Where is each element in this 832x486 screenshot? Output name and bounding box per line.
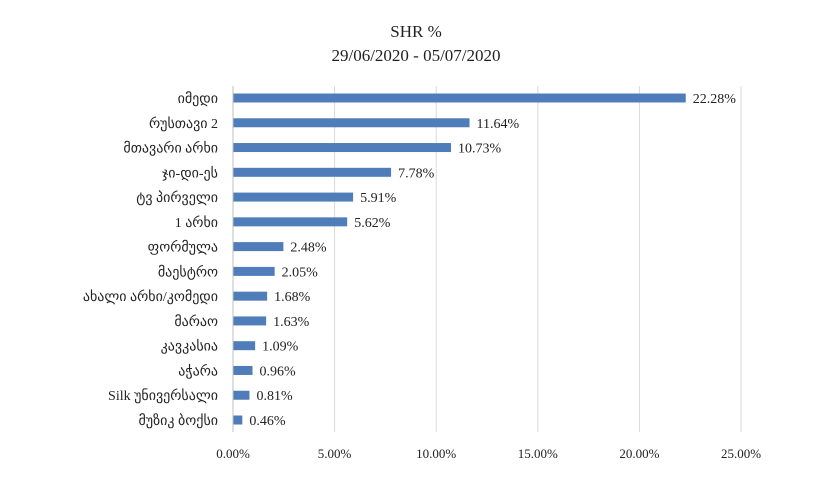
category-label: მუზიკ ბოქსი — [138, 413, 218, 429]
bar — [233, 341, 256, 351]
data-label: 10.73% — [458, 142, 502, 157]
category-label: მარაო — [174, 314, 218, 330]
bar — [233, 316, 267, 326]
bar — [233, 365, 253, 375]
bar — [233, 192, 354, 202]
data-label: 11.64% — [477, 117, 520, 132]
x-tick-label: 15.00% — [518, 446, 558, 461]
data-label: 5.91% — [360, 191, 397, 206]
data-label: 1.63% — [273, 315, 310, 330]
data-label: 2.48% — [290, 241, 327, 256]
bar — [233, 242, 284, 252]
bar — [233, 217, 348, 227]
chart-area — [60, 0, 772, 476]
category-label: ჯი-დი-ეს — [162, 165, 218, 181]
bar — [233, 143, 452, 153]
data-label: 0.46% — [249, 414, 286, 429]
category-label: Silk უნივერსალი — [108, 388, 218, 404]
x-tick-label: 25.00% — [721, 446, 761, 461]
category-label: იმედი — [178, 91, 218, 107]
category-label: კავკასია — [161, 339, 218, 355]
category-label: ტვ პირველი — [136, 190, 218, 206]
category-label: 1 არხი — [175, 215, 218, 231]
bar — [233, 93, 686, 103]
category-label: მაესტრო — [158, 264, 218, 280]
x-tick-label: 10.00% — [416, 446, 456, 461]
bar — [233, 118, 470, 128]
data-label: 1.09% — [262, 340, 299, 355]
chart-title: SHR % — [390, 22, 442, 41]
category-label: ახალი არხი/კომედი — [83, 289, 218, 305]
chart-subtitle: 29/06/2020 - 05/07/2020 — [331, 46, 501, 65]
data-label: 5.62% — [354, 216, 391, 231]
category-label: მთავარი არხი — [123, 141, 218, 157]
category-label: აჭარა — [178, 363, 218, 379]
category-label: რუსთავი 2 — [149, 116, 218, 132]
data-label: 1.68% — [274, 290, 311, 305]
data-label: 7.78% — [398, 166, 435, 181]
bar — [233, 415, 243, 425]
category-label: ფორმულა — [148, 240, 218, 256]
bar — [233, 167, 392, 177]
x-tick-label: 20.00% — [619, 446, 659, 461]
bar — [233, 390, 250, 400]
bar — [233, 266, 275, 276]
data-label: 0.96% — [260, 364, 297, 379]
x-tick-label: 0.00% — [216, 446, 250, 461]
bar — [233, 291, 268, 301]
data-label: 22.28% — [693, 92, 737, 107]
data-label: 0.81% — [256, 389, 293, 404]
x-tick-label: 5.00% — [318, 446, 352, 461]
data-label: 2.05% — [282, 265, 319, 280]
